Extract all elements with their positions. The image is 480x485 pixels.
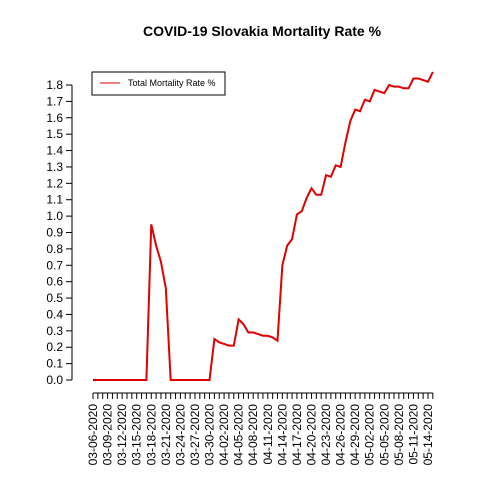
y-tick-label: 1.5 <box>46 127 63 141</box>
y-tick-label: 1.2 <box>46 176 63 190</box>
x-tick-label: 05-02-2020 <box>363 404 377 466</box>
x-tick-label: 03-27-2020 <box>188 404 202 466</box>
y-tick-label: 1.7 <box>46 94 63 108</box>
legend-label: Total Mortality Rate % <box>128 78 216 88</box>
x-tick-label: 05-11-2020 <box>406 404 420 465</box>
legend-box <box>91 71 226 96</box>
x-tick-label: 03-09-2020 <box>101 404 115 466</box>
x-tick-label: 04-23-2020 <box>319 404 333 466</box>
y-tick-label: 0.2 <box>46 340 63 354</box>
y-tick-label: 1.3 <box>46 160 63 174</box>
chart-title: COVID-19 Slovakia Mortality Rate % <box>143 23 382 39</box>
x-tick-label: 05-05-2020 <box>377 404 391 466</box>
y-tick-label: 0.0 <box>46 373 63 387</box>
x-tick-label: 04-17-2020 <box>290 404 304 466</box>
x-tick-label: 04-29-2020 <box>348 404 362 466</box>
x-tick-label: 03-24-2020 <box>173 404 187 466</box>
x-tick-label: 04-08-2020 <box>246 404 260 466</box>
y-tick-label: 0.3 <box>46 324 63 338</box>
y-tick-label: 0.5 <box>46 291 63 305</box>
x-tick-label: 05-08-2020 <box>392 404 406 466</box>
x-tick-label: 03-06-2020 <box>86 404 100 466</box>
x-tick-label: 03-18-2020 <box>144 404 158 466</box>
x-tick-label: 04-05-2020 <box>232 404 246 466</box>
y-tick-label: 0.9 <box>46 226 63 240</box>
y-tick-label: 0.6 <box>46 275 63 289</box>
x-tick-label: 03-21-2020 <box>159 404 173 466</box>
y-tick-label: 0.8 <box>46 242 63 256</box>
y-tick-label: 1.6 <box>46 111 63 125</box>
y-tick-label: 1.4 <box>46 144 63 158</box>
x-tick-label: 04-14-2020 <box>275 404 289 466</box>
x-tick-label: 04-20-2020 <box>304 404 318 466</box>
data-line <box>93 71 434 381</box>
x-tick-label: 03-15-2020 <box>130 404 144 466</box>
y-tick-label: 0.4 <box>46 307 63 321</box>
y-tick-label: 1.1 <box>46 193 63 207</box>
x-tick-label: 04-02-2020 <box>217 404 231 466</box>
x-tick-label: 05-14-2020 <box>421 404 435 466</box>
y-tick-label: 0.1 <box>46 357 63 371</box>
x-tick-label: 03-30-2020 <box>203 404 217 466</box>
x-tick-label: 04-11-2020 <box>261 404 275 465</box>
y-tick-label: 1.8 <box>46 78 63 92</box>
x-tick-label: 04-26-2020 <box>334 404 348 466</box>
y-tick-label: 1.0 <box>46 209 63 223</box>
x-tick-label: 03-12-2020 <box>115 404 129 466</box>
y-tick-label: 0.7 <box>46 258 63 272</box>
